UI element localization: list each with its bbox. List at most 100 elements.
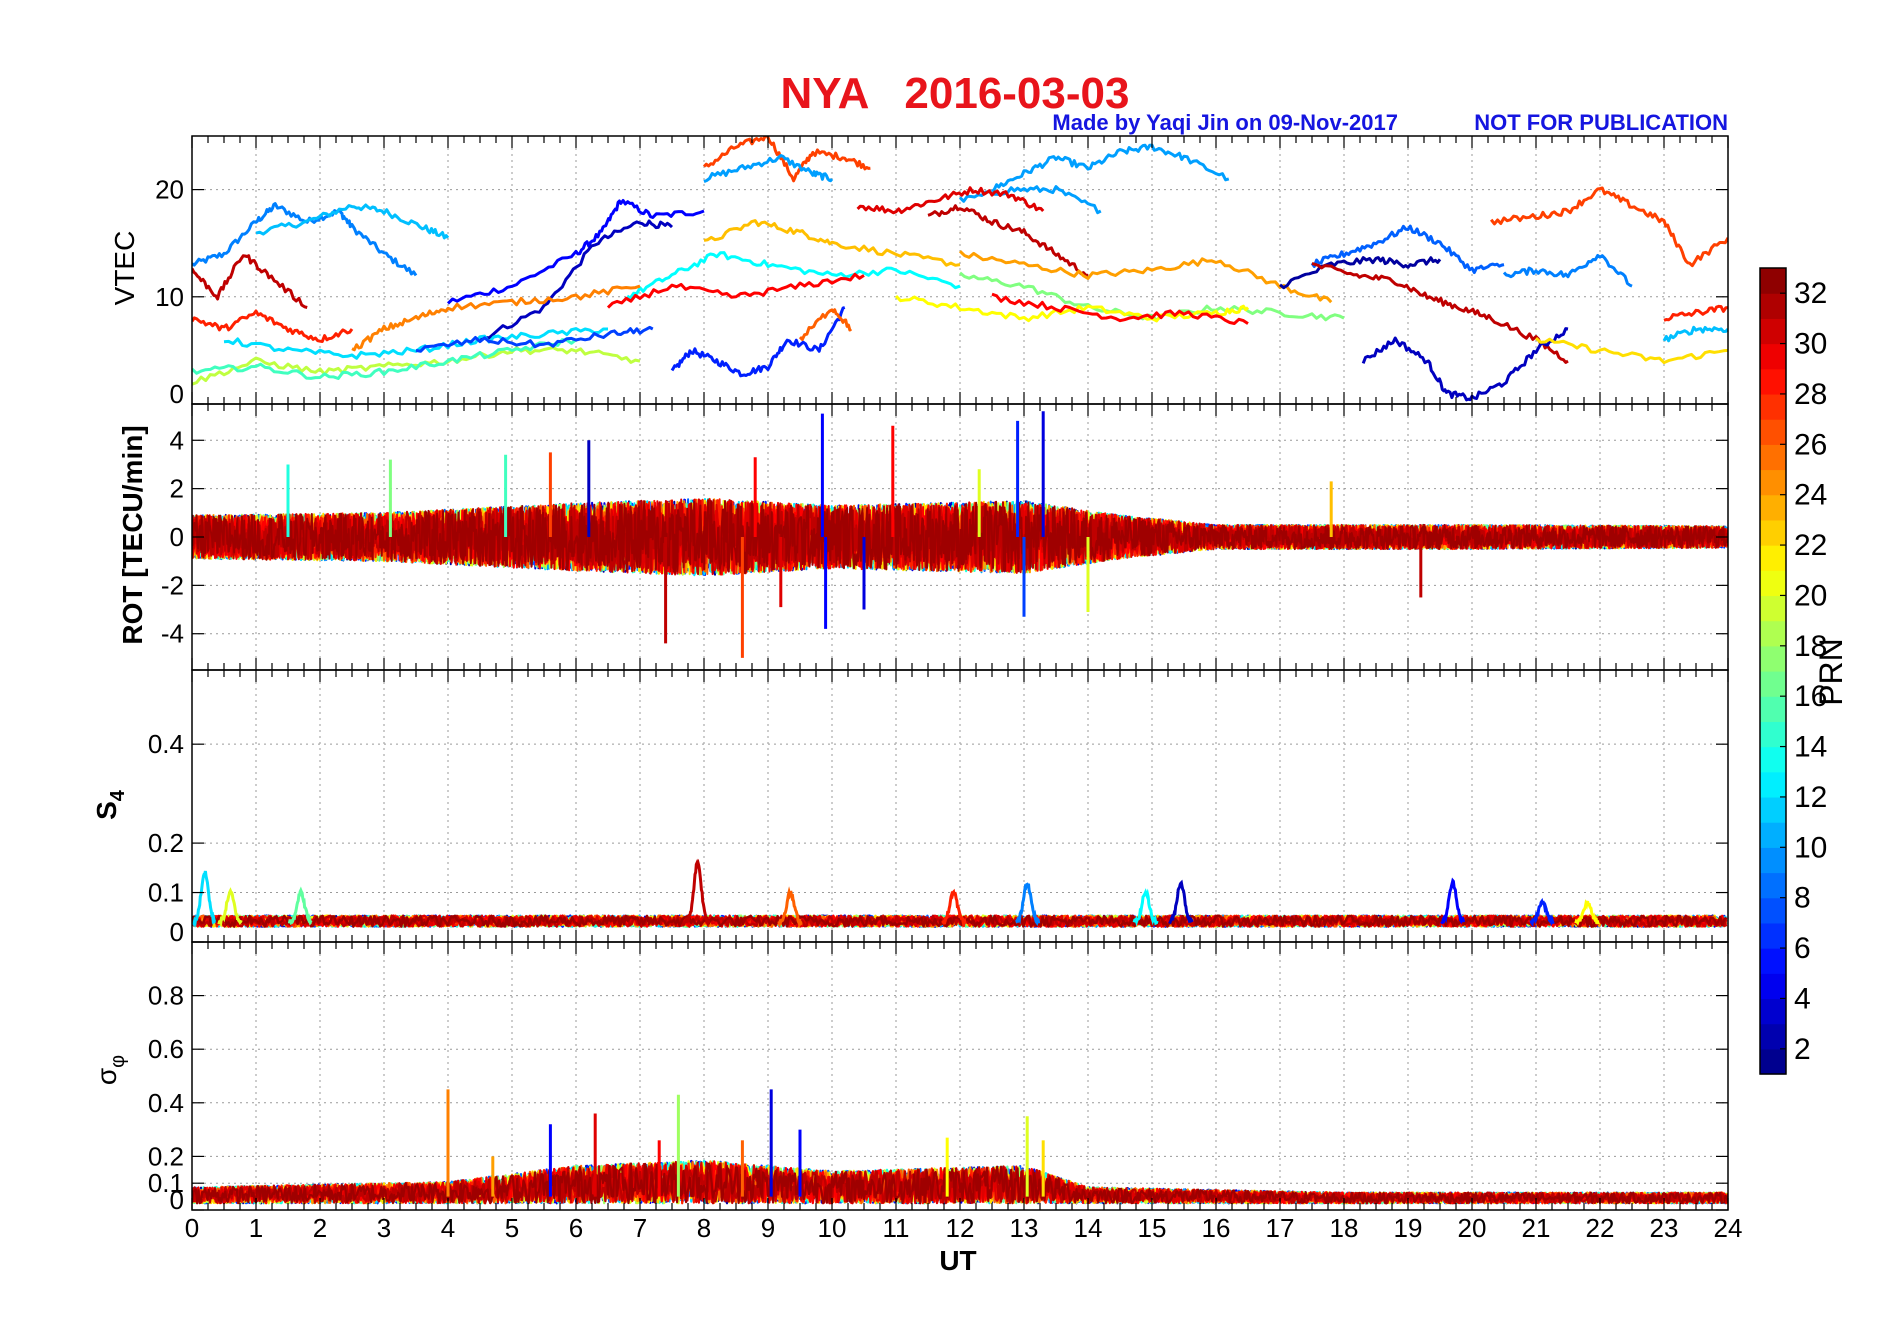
s4-bump-6 [1015,882,1041,927]
rot-ytick-label: -4 [161,619,184,649]
s4-grid [192,670,1728,942]
x-tick-label: 7 [633,1213,647,1243]
x-tick-label: 21 [1522,1213,1551,1243]
x-tick-label: 13 [1010,1213,1039,1243]
s4-bump-5 [941,888,967,929]
vtec-track-prn-17 [959,271,1345,322]
vtec-track-prn-6 [670,306,846,378]
sigma_phi-ytick-label: 0.8 [148,981,184,1011]
vtec-track-prn-23 [703,219,961,267]
sigma_phi-ytick-label: 0.2 [148,1141,184,1171]
vtec-ytick-label: 0 [170,379,184,409]
vtec-track-prn-3 [1361,327,1569,402]
chart-title: NYA 2016-03-03 [781,69,1130,118]
vtec-track-prn-28 [192,309,354,343]
colorbar-segment [1760,595,1786,622]
s4-ytick-label: 0.4 [148,729,184,759]
colorbar-tick-label: 20 [1794,579,1827,612]
s4-ytick-label: 0.2 [148,828,184,858]
colorbar-tick-label: 26 [1794,428,1827,461]
colorbar-tick-label: 32 [1794,277,1827,310]
s4-ytick-label: 0 [170,917,184,947]
x-tick-label: 24 [1714,1213,1743,1243]
vtec-track-prn-11 [255,203,450,240]
vtec-track-prn-27 [1490,186,1728,268]
s4-bump-4 [777,886,803,929]
x-tick-label: 16 [1202,1213,1231,1243]
rot-ytick-label: 4 [170,425,184,455]
s4-bump-10 [1529,897,1555,928]
sigma_phi-ytick-label: 0.1 [148,1168,184,1198]
colorbar-segment [1760,1023,1786,1050]
x-tick-label: 4 [441,1213,455,1243]
colorbar-segment [1760,1048,1786,1075]
s4-series-prn-32 [192,914,1728,928]
colorbar-segment [1760,519,1786,546]
colorbar-segment [1760,419,1786,445]
vtec-track-prn-9 [1502,254,1633,288]
vtec-panel: 0 10 20 [155,135,1729,409]
colorbar-tick-label: 28 [1794,378,1827,411]
vtec-ytick-label: 10 [155,282,184,312]
colorbar-segment [1760,368,1786,395]
vtec-track-prn-15 [192,338,577,380]
sigma-phi-ylabel: σφ [91,1055,129,1085]
x-tick-label: 14 [1074,1213,1103,1243]
colorbar-tick-label: 2 [1794,1033,1811,1066]
x-tick-label: 5 [505,1213,519,1243]
colorbar-tick-label: 14 [1794,731,1827,764]
vtec-track-prn-29 [606,272,865,309]
x-tick-label: 22 [1586,1213,1615,1243]
colorbar-segment [1760,746,1786,773]
x-tick-label: 1 [249,1213,263,1243]
colorbar-segment [1760,822,1786,848]
colorbar-segment [1760,998,1786,1025]
colorbar-segment [1760,948,1786,974]
vtec-track-prn-2 [1279,256,1442,290]
x-tick-label: 12 [946,1213,975,1243]
vtec-track-prn-11 [1662,325,1728,343]
svg-text:σφ: σφ [91,1055,129,1085]
x-tick-label: 19 [1394,1213,1423,1243]
colorbar-segment [1760,721,1786,748]
vtec-track-prn-22 [1534,336,1728,365]
colorbar-tick-label: 6 [1794,932,1811,965]
rot-x-ticks [191,404,1729,670]
vtec-track-prn-26 [798,308,853,341]
sigma_phi-ytick-label: 0.6 [148,1034,184,1064]
x-tick-label: 11 [883,1213,910,1243]
sigma_phi-x-ticks [191,942,1729,1211]
rot-panel: -4 -2 0 2 4 [161,403,1729,671]
x-tick-label: 0 [185,1213,199,1243]
s4-bump-3 [684,858,711,928]
vtec-track-prn-3 [479,219,674,342]
colorbar-tick-label: 8 [1794,882,1811,915]
s4-panel: 0 0.1 0.2 0.4 [148,669,1729,947]
colorbar-segment [1760,645,1786,672]
x-tick-label: 2 [313,1213,327,1243]
x-tick-label: 9 [761,1213,775,1243]
s4-ylabel: S4 [91,789,129,820]
vtec-track-prn-31 [1311,262,1569,364]
vtec-track-prn-30 [856,186,1045,215]
colorbar-segment [1760,771,1786,798]
x-tick-label: 8 [697,1213,711,1243]
colorbar-segment [1760,796,1786,823]
vtec-track-prn-24 [958,250,1333,304]
colorbar-segment [1760,268,1786,294]
colorbar-segment [1760,293,1786,319]
colorbar-tick-label: 10 [1794,831,1827,864]
credit-text: Made by Yaqi Jin on 09-Nov-2017 [1052,110,1398,135]
colorbar-segment [1760,570,1786,597]
s4-bump-0 [192,870,216,928]
colorbar-segment [1760,494,1786,521]
x-tick-label: 23 [1650,1213,1679,1243]
vtec-track-prn-31 [192,254,308,309]
colorbar-segment [1760,671,1786,697]
x-tick-labels: 0 1 2 3 4 5 6 7 8 9 10 11 12 13 14 15 16 17 18 19 20 21 22 23 24 [185,1213,1743,1243]
x-tick-label: 10 [818,1213,847,1243]
colorbar-segment [1760,897,1786,924]
colorbar-label: PRN [1813,638,1849,706]
svg-text:S4: S4 [91,789,129,820]
